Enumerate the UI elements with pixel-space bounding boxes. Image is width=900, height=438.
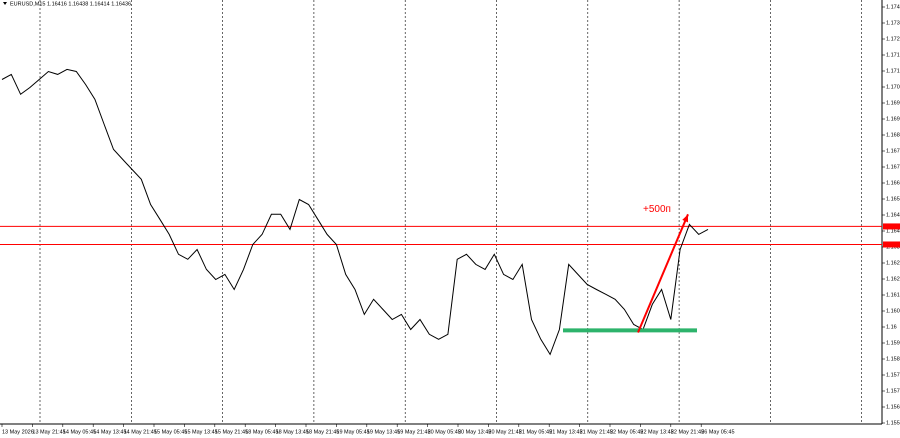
- x-tick-label: 14 May 21:45: [124, 429, 157, 435]
- y-tick-label: 1.1719: [886, 52, 900, 58]
- x-tick-label: 14 May 13:45: [93, 429, 126, 435]
- y-tick-label: 1.1579: [886, 372, 900, 378]
- x-tick-label: 21 May 21:45: [580, 429, 613, 435]
- y-tick-label: 1.1656: [886, 196, 900, 202]
- y-tick-label: 1.1607: [886, 308, 900, 314]
- x-tick-label: 19 May 21:45: [397, 429, 430, 435]
- level-marker: [883, 241, 900, 248]
- x-tick-label: 18 May 13:45: [276, 429, 309, 435]
- move-arrow: [637, 213, 689, 333]
- x-tick-label: 22 May 05:45: [610, 429, 643, 435]
- x-tick-label: 15 May 13:45: [184, 429, 217, 435]
- x-tick-label: 14 May 05:45: [63, 429, 96, 435]
- y-tick-label: 1.167: [886, 164, 900, 170]
- symbol-marker: [3, 2, 7, 5]
- x-tick-label: 15 May 05:45: [154, 429, 187, 435]
- x-tick-label: 21 May 05:45: [519, 429, 552, 435]
- y-tick-label: 1.1684: [886, 132, 900, 138]
- y-tick-label: 1.1726: [886, 36, 900, 42]
- x-tick-label: 20 May 21:45: [488, 429, 521, 435]
- x-tick-label: 18 May 05:45: [245, 429, 278, 435]
- y-tick-label: 1.1649: [886, 212, 900, 218]
- x-tick-label: 13 May 2026: [2, 429, 34, 435]
- arrow-head: [682, 214, 688, 223]
- y-tick-label: 1.16: [886, 324, 897, 330]
- x-tick-label: 18 May 21:45: [306, 429, 339, 435]
- y-tick-label: 1.1593: [886, 340, 900, 346]
- move-label: +500п: [643, 204, 671, 215]
- chart-title: EURUSD,M15 1.16416 1.16438 1.16414 1.164…: [10, 1, 131, 7]
- y-tick-label: 1.174: [886, 4, 900, 10]
- x-tick-label: 21 May 13:45: [549, 429, 582, 435]
- y-tick-label: 1.1642: [886, 228, 900, 234]
- y-tick-label: 1.1565: [886, 404, 900, 410]
- y-tick-label: 1.1628: [886, 260, 900, 266]
- y-tick-label: 1.1572: [886, 388, 900, 394]
- x-tick-label: 20 May 05:45: [428, 429, 461, 435]
- day-separators: [39, 0, 863, 424]
- x-tick-label: 15 May 21:45: [215, 429, 248, 435]
- y-tick-label: 1.1733: [886, 20, 900, 26]
- x-tick-label: 19 May 13:45: [367, 429, 400, 435]
- y-tick-label: 1.1663: [886, 180, 900, 186]
- y-tick-label: 1.1712: [886, 68, 900, 74]
- y-tick-label: 1.1586: [886, 356, 900, 362]
- level-marker: [883, 223, 900, 230]
- x-tick-label: 13 May 21:45: [32, 429, 65, 435]
- y-tick-label: 1.1705: [886, 84, 900, 90]
- x-tick-label: 19 May 05:45: [336, 429, 369, 435]
- x-tick-label: 26 May 05:45: [701, 429, 734, 435]
- x-tick-label: 20 May 13:45: [458, 429, 491, 435]
- y-tick-label: 1.1677: [886, 148, 900, 154]
- x-tick-label: 22 May 21:45: [671, 429, 704, 435]
- x-tick-label: 22 May 13:45: [640, 429, 673, 435]
- y-tick-label: 1.1614: [886, 292, 900, 298]
- y-tick-label: 1.1698: [886, 100, 900, 106]
- price-line: [1, 68, 709, 356]
- y-tick-label: 1.1558: [886, 420, 900, 426]
